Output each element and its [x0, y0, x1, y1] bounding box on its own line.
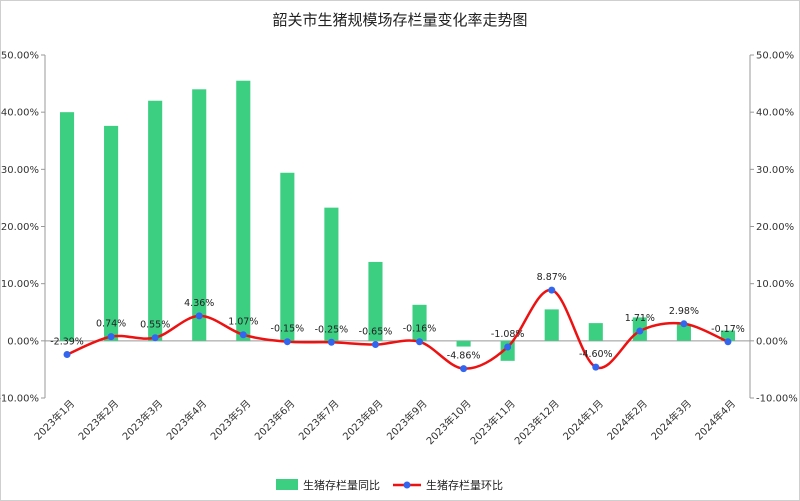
- line-data-label: -0.17%: [711, 324, 745, 335]
- line-point-1: [63, 350, 71, 358]
- y-left-tick-label: -10.00%: [0, 394, 39, 405]
- line-data-label: -0.25%: [315, 324, 349, 335]
- line-data-label: -0.15%: [271, 324, 305, 335]
- bar-9: [412, 304, 427, 341]
- y-right-tick-label: -10.00%: [756, 394, 798, 405]
- y-left-tick-label: 30.00%: [1, 165, 39, 176]
- line-data-label: -2.39%: [50, 336, 84, 347]
- line-data-label: 1.71%: [625, 313, 655, 324]
- line-data-label: -0.65%: [359, 327, 393, 338]
- line-data-label: 4.36%: [184, 298, 214, 309]
- line-data-label: 0.55%: [140, 320, 170, 331]
- bar-1: [59, 112, 75, 341]
- bar-8: [368, 261, 383, 341]
- line-point-15: [680, 320, 688, 328]
- line-point-10: [460, 365, 468, 373]
- bar-15: [676, 324, 691, 341]
- line-point-2: [107, 333, 115, 341]
- bar-13: [588, 323, 603, 341]
- y-right-tick-label: 50.00%: [756, 51, 794, 62]
- y-left-tick-label: 10.00%: [1, 279, 39, 290]
- bar-11: [500, 340, 515, 361]
- bar-5: [236, 80, 251, 341]
- line-data-label: 2.98%: [669, 306, 699, 317]
- y-left-tick-label: 40.00%: [1, 108, 39, 119]
- y-right-tick-label: 40.00%: [756, 108, 794, 119]
- y-right-tick-label: 0.00%: [756, 336, 788, 347]
- y-left-tick-label: 50.00%: [1, 51, 39, 62]
- line-point-7: [327, 338, 335, 346]
- bar-2: [104, 125, 119, 341]
- line-point-12: [548, 286, 556, 294]
- bar-10: [456, 340, 471, 347]
- bar-6: [280, 172, 295, 341]
- legend-label-bar: 生猪存栏量同比: [303, 478, 380, 492]
- y-left-tick-label: 20.00%: [1, 222, 39, 233]
- line-data-label: 1.07%: [228, 317, 258, 328]
- bar-3: [148, 100, 163, 341]
- line-data-label: -1.08%: [491, 329, 525, 340]
- bar-16: [720, 330, 736, 341]
- line-point-11: [504, 343, 512, 351]
- line-point-3: [151, 334, 159, 342]
- line-data-label: -0.16%: [403, 324, 437, 335]
- line-series-mom: [66, 288, 729, 370]
- bar-4: [192, 89, 207, 341]
- y-right-tick-label: 30.00%: [756, 165, 794, 176]
- legend-swatch-bar: [276, 479, 298, 490]
- line-data-label: 0.74%: [96, 319, 126, 330]
- line-point-8: [371, 341, 379, 349]
- line-point-16: [724, 338, 732, 346]
- legend: 生猪存栏量同比 生猪存栏量环比: [276, 478, 503, 492]
- line-data-label: 8.87%: [537, 272, 567, 283]
- line-point-5: [239, 331, 247, 339]
- line-point-4: [195, 312, 203, 320]
- line-point-13: [592, 363, 600, 371]
- y-right-tick-label: 20.00%: [756, 222, 794, 233]
- y-left-tick-label: 0.00%: [7, 336, 39, 347]
- y-right-tick-label: 10.00%: [756, 279, 794, 290]
- line-data-label: -4.86%: [447, 351, 481, 362]
- line-point-9: [416, 338, 424, 346]
- chart-title: 韶关市生猪规模场存栏量变化率走势图: [272, 11, 527, 29]
- line-point-6: [283, 338, 291, 346]
- bar-12: [544, 309, 559, 341]
- line-point-14: [636, 327, 644, 335]
- line-data-label: -4.60%: [579, 349, 613, 360]
- bar-7: [324, 207, 339, 341]
- legend-swatch-marker: [403, 481, 411, 489]
- legend-label-line: 生猪存栏量环比: [426, 478, 503, 492]
